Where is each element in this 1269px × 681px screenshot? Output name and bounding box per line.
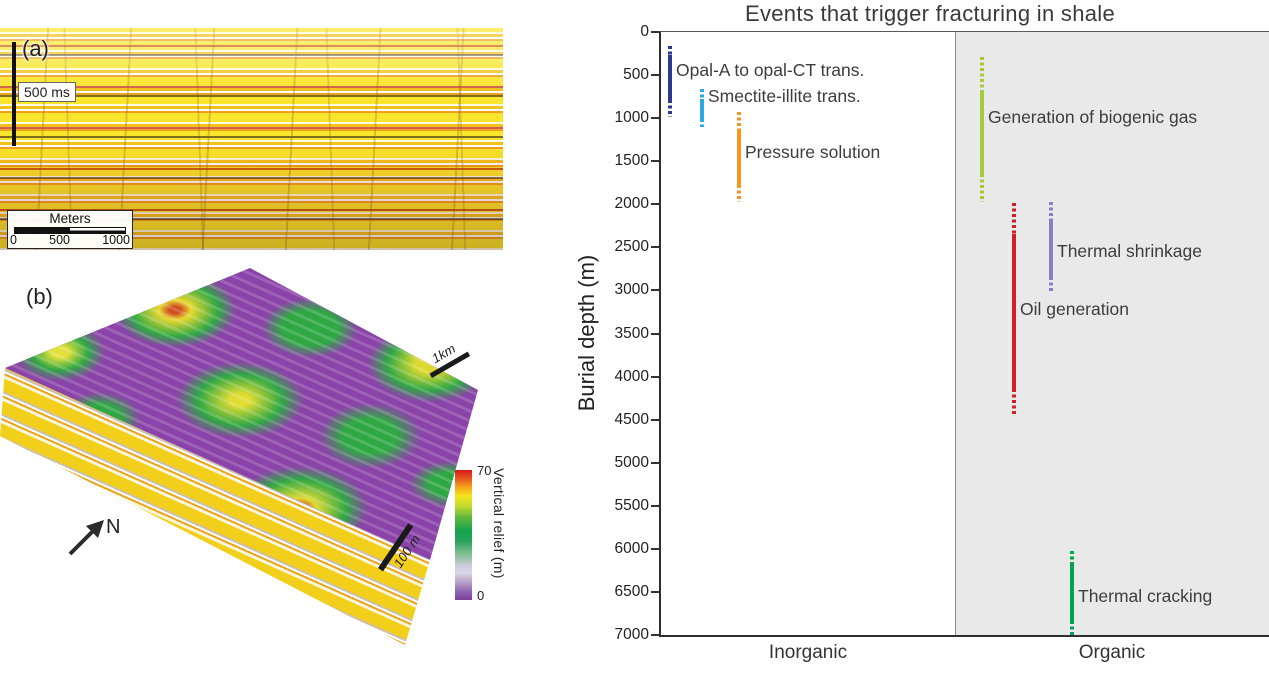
north-arrow-icon	[68, 520, 104, 556]
event-bar-dotted	[980, 56, 984, 90]
y-tick-label: 7000	[614, 626, 649, 643]
event-bar-solid	[1070, 564, 1074, 622]
event-bar-dotted	[737, 112, 741, 131]
scale-tick-0: 0	[10, 233, 17, 247]
north-label: N	[106, 516, 121, 538]
y-tick-label: 6000	[614, 539, 649, 557]
y-tick-label: 1000	[614, 109, 649, 127]
time-scale-label: 500 ms	[18, 82, 76, 102]
event-bar-dotted	[1049, 276, 1053, 292]
scale-segment-black	[15, 228, 70, 233]
colorbar-max-label: 70	[477, 463, 492, 478]
organic-region-background	[955, 32, 1269, 635]
event-bar-dotted	[980, 174, 984, 202]
relief-cube-panel: (b) N 1km 100 m 70 0 Vertical relief (m)	[0, 268, 520, 668]
x-category-label: Organic	[1078, 642, 1146, 663]
seismic-section-panel: 500 ms (a) Meters 0 500 1000	[0, 28, 503, 250]
y-tick-label: 2500	[614, 238, 649, 256]
event-bar-solid	[1049, 219, 1053, 277]
y-tick-mark	[651, 461, 659, 464]
event-bar-solid	[1012, 234, 1016, 390]
y-tick-mark	[651, 590, 659, 593]
y-tick-mark	[651, 246, 659, 249]
event-bar-dotted	[700, 119, 704, 128]
panel-a-label: (a)	[22, 36, 49, 61]
event-bar-dotted	[737, 184, 741, 202]
y-tick-mark	[651, 418, 659, 421]
colorbar-min-label: 0	[477, 588, 485, 603]
event-bar-dotted	[1070, 551, 1074, 565]
event-bar-dotted	[1012, 389, 1016, 417]
y-tick-label: 6500	[614, 582, 649, 600]
y-tick-mark	[651, 289, 659, 292]
y-tick-label: 500	[623, 66, 649, 84]
y-tick-label: 5500	[614, 496, 649, 514]
event-bar-solid	[668, 55, 672, 101]
event-bar-dotted	[1049, 201, 1053, 220]
event-label: Pressure solution	[745, 141, 881, 162]
y-tick-mark	[651, 332, 659, 335]
scale-bar-1km: 1km	[420, 335, 471, 378]
y-tick-mark	[651, 203, 659, 206]
event-label: Thermal cracking	[1078, 585, 1213, 606]
event-label: Smectite-illite trans.	[708, 85, 861, 106]
event-label: Oil generation	[1020, 299, 1129, 320]
y-tick-label: 5000	[614, 453, 649, 471]
y-tick-mark	[651, 117, 659, 120]
colorbar: 70 0 Vertical relief (m)	[455, 462, 535, 612]
time-scale-bar	[12, 42, 16, 146]
y-tick-label: 1500	[614, 152, 649, 170]
event-bar-solid	[700, 99, 704, 119]
y-tick-mark	[651, 375, 659, 378]
y-tick-label: 2000	[614, 195, 649, 213]
y-tick-mark	[651, 634, 659, 636]
event-label: Generation of biogenic gas	[988, 107, 1198, 128]
scale-tick-500: 500	[49, 233, 70, 247]
y-tick-label: 4000	[614, 367, 649, 385]
y-tick-label: 0	[640, 23, 649, 40]
y-tick-label: 3000	[614, 281, 649, 299]
event-bar-dotted	[668, 45, 672, 56]
event-bar-dotted	[1012, 203, 1016, 235]
colorbar-gradient	[455, 470, 472, 600]
colorbar-title: Vertical relief (m)	[491, 468, 507, 579]
distance-scale-bar	[14, 227, 126, 234]
y-tick-mark	[651, 160, 659, 163]
scale-tick-1000: 1000	[102, 233, 130, 247]
scale-segment-split	[70, 228, 125, 233]
y-tick-mark	[651, 547, 659, 550]
y-tick-label: 4500	[614, 410, 649, 428]
panel-b-label: (b)	[26, 284, 53, 309]
y-tick-mark	[651, 31, 659, 33]
distance-scale-ticks: 0 500 1000	[8, 234, 132, 247]
y-tick-label: 3500	[614, 324, 649, 342]
distance-scale-box: Meters 0 500 1000	[7, 210, 133, 249]
event-label: Opal-A to opal-CT trans.	[676, 59, 865, 80]
event-bar-dotted	[1070, 621, 1074, 635]
event-bar-solid	[737, 130, 741, 185]
chart-title: Events that trigger fracturing in shale	[745, 1, 1115, 26]
chart-plot-area: 0 500 1000 1500 2000 2500 3000 3500 4000 4500 5000…	[615, 23, 1269, 663]
event-bar-solid	[980, 89, 984, 175]
event-label: Thermal shrinkage	[1057, 241, 1202, 262]
event-bar-dotted	[700, 89, 704, 100]
event-bar-dotted	[668, 100, 672, 118]
y-tick-mark	[651, 74, 659, 77]
x-category-label: Inorganic	[768, 642, 848, 663]
y-tick-mark	[651, 504, 659, 507]
distance-scale-title: Meters	[49, 211, 91, 226]
